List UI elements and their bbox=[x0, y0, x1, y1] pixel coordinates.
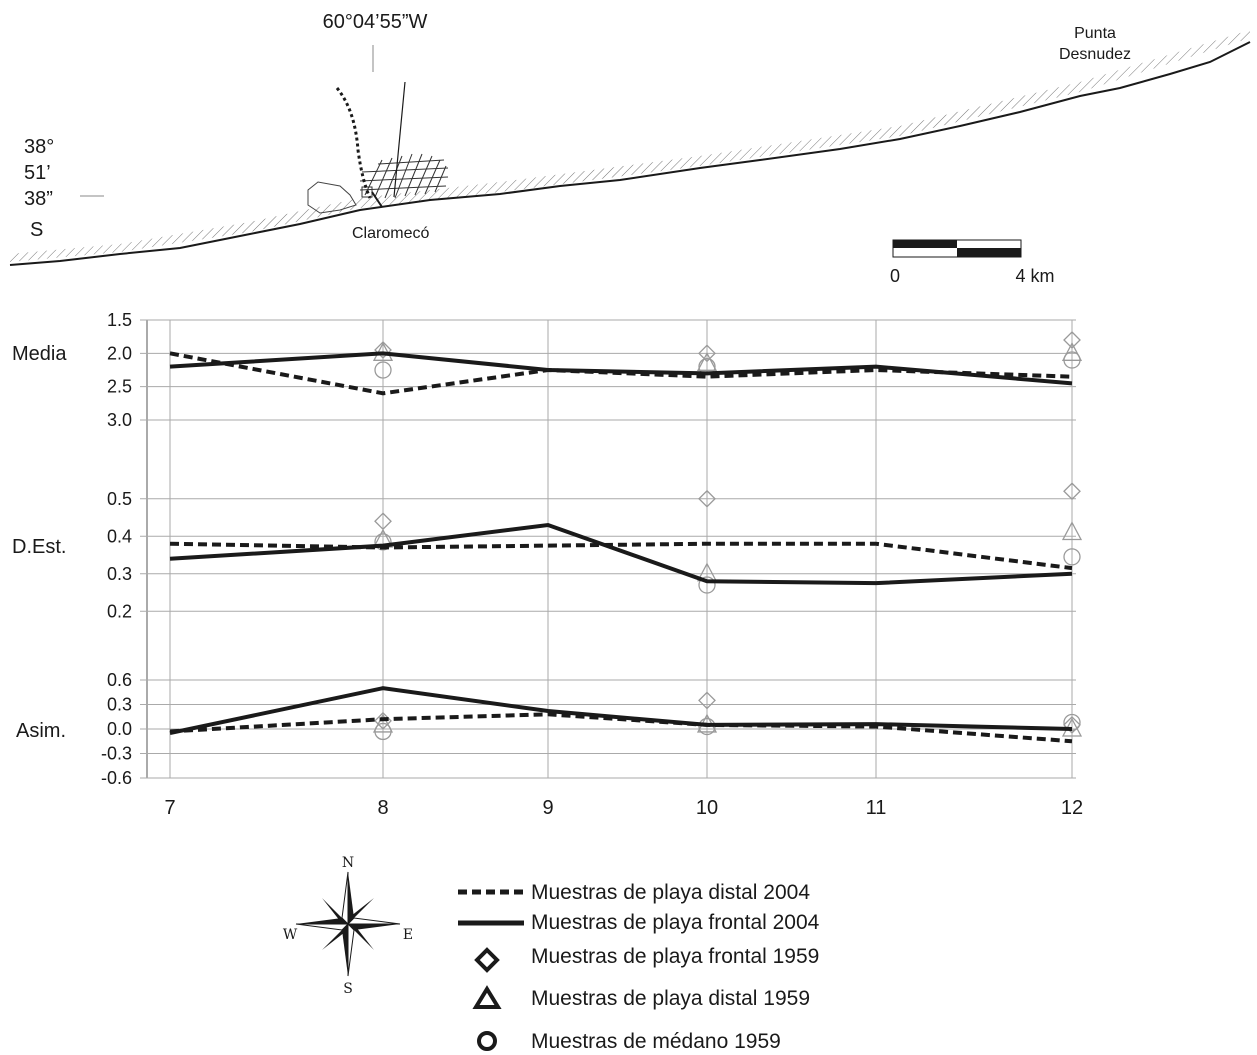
marker-frontal-1959 bbox=[1063, 715, 1081, 734]
y-tick-label: 3.0 bbox=[107, 410, 132, 430]
line-distal-2004 bbox=[169, 541, 1073, 571]
compass-s: S bbox=[343, 981, 353, 997]
legend: Muestras de playa distal 2004 Muestras d… bbox=[458, 881, 820, 1053]
legend-triangle-icon bbox=[472, 985, 502, 1009]
scale-bar: 0 4 km bbox=[890, 239, 1055, 286]
y-tick-label: 0.2 bbox=[107, 601, 132, 621]
x-tick-label: 8 bbox=[377, 797, 388, 819]
marker-medano-1959 bbox=[1063, 351, 1081, 369]
legend-label-distal-1959: Muestras de playa distal 1959 bbox=[531, 987, 810, 1010]
legend-label-distal-2004: Muestras de playa distal 2004 bbox=[531, 881, 810, 904]
marker-distal-1959 bbox=[372, 713, 394, 733]
x-tick-label: 7 bbox=[164, 797, 175, 819]
coast-hatch bbox=[10, 30, 1250, 262]
line-frontal-2004 bbox=[169, 686, 1073, 736]
y-tick-label: -0.3 bbox=[101, 744, 132, 764]
marker-frontal-1959 bbox=[1063, 482, 1081, 501]
y-tick-label: 0.5 bbox=[107, 489, 132, 509]
point-label-1: Punta bbox=[1074, 25, 1116, 42]
panel-label-asim: Asim. bbox=[16, 720, 66, 742]
legend-label-frontal-1959: Muestras de playa frontal 1959 bbox=[531, 945, 819, 968]
marker-medano-1959 bbox=[374, 533, 392, 551]
marker-medano-1959 bbox=[698, 576, 716, 594]
town-grid bbox=[359, 153, 449, 199]
marker-distal-1959 bbox=[1061, 521, 1083, 541]
longitude-label: 60°04’55”W bbox=[323, 11, 428, 33]
coastline bbox=[9, 41, 1251, 266]
y-tick-label: 0.3 bbox=[107, 564, 132, 584]
chart-series bbox=[169, 331, 1083, 744]
y-tick-label: 2.0 bbox=[107, 343, 132, 363]
marker-frontal-1959 bbox=[698, 344, 716, 363]
x-tick-label: 12 bbox=[1061, 797, 1083, 819]
line-frontal-2004 bbox=[169, 522, 1073, 586]
marker-frontal-1959 bbox=[374, 341, 392, 359]
x-tick-labels: 7 8 9 10 11 12 bbox=[164, 797, 1083, 819]
legend-label-frontal-2004: Muestras de playa frontal 2004 bbox=[531, 911, 820, 934]
y-tick-label: 0.4 bbox=[107, 526, 132, 546]
scale-end: 4 km bbox=[1015, 266, 1054, 286]
marker-medano-1959 bbox=[374, 361, 392, 379]
marker-medano-1959 bbox=[1063, 548, 1081, 566]
y-tick-label: 1.5 bbox=[107, 310, 132, 330]
line-frontal-2004 bbox=[169, 351, 1073, 386]
y-tick-labels: 1.5 2.0 2.5 3.0 0.5 0.4 0.3 0.2 0.6 0.3 0.0 -0.3 -0.… bbox=[101, 310, 132, 788]
marker-frontal-1959 bbox=[1063, 331, 1081, 349]
latitude-sec: 38” bbox=[24, 188, 53, 210]
y-tick-label: 0.3 bbox=[107, 695, 132, 715]
y-tick-label: 2.5 bbox=[107, 377, 132, 397]
marker-distal-1959 bbox=[1061, 341, 1083, 361]
latitude-min: 51’ bbox=[24, 162, 51, 184]
x-tick-label: 9 bbox=[542, 797, 553, 819]
latitude-hemi: S bbox=[30, 219, 43, 241]
road-dotted bbox=[335, 87, 372, 199]
marker-medano-1959 bbox=[374, 722, 392, 741]
legend-label-medano-1959: Muestras de médano 1959 bbox=[531, 1030, 781, 1053]
town-outline bbox=[307, 181, 357, 214]
marker-frontal-1959 bbox=[698, 489, 716, 508]
panel-label-dest: D.Est. bbox=[12, 536, 66, 558]
marker-distal-1959 bbox=[696, 351, 718, 371]
y-tick-label: 0.0 bbox=[107, 719, 132, 739]
legend-diamond-icon bbox=[474, 947, 500, 973]
point-label-2: Desnudez bbox=[1059, 46, 1131, 63]
panel-label-media: Media bbox=[12, 343, 67, 365]
y-tick-label: -0.6 bbox=[101, 768, 132, 788]
marker-medano-1959 bbox=[1063, 713, 1081, 732]
compass-w: W bbox=[283, 927, 298, 943]
location-map: 60°04’55”W 38° 51’ 38” S Claromecó Punta… bbox=[9, 11, 1251, 286]
town-road bbox=[371, 191, 383, 208]
scale-start: 0 bbox=[890, 266, 900, 286]
x-tick-label: 11 bbox=[866, 797, 887, 819]
river-line bbox=[393, 81, 406, 198]
x-tick-label: 10 bbox=[696, 797, 718, 819]
legend-circle-icon bbox=[477, 1031, 497, 1051]
compass-rose-icon: N S E W bbox=[283, 855, 413, 997]
compass-e: E bbox=[403, 927, 413, 943]
marker-frontal-1959 bbox=[698, 691, 716, 710]
y-tick-label: 0.6 bbox=[107, 670, 132, 690]
town-label: Claromecó bbox=[352, 225, 429, 242]
panel-labels: Media D.Est. Asim. bbox=[12, 343, 67, 742]
compass-n: N bbox=[342, 855, 354, 871]
latitude-deg: 38° bbox=[24, 136, 54, 158]
